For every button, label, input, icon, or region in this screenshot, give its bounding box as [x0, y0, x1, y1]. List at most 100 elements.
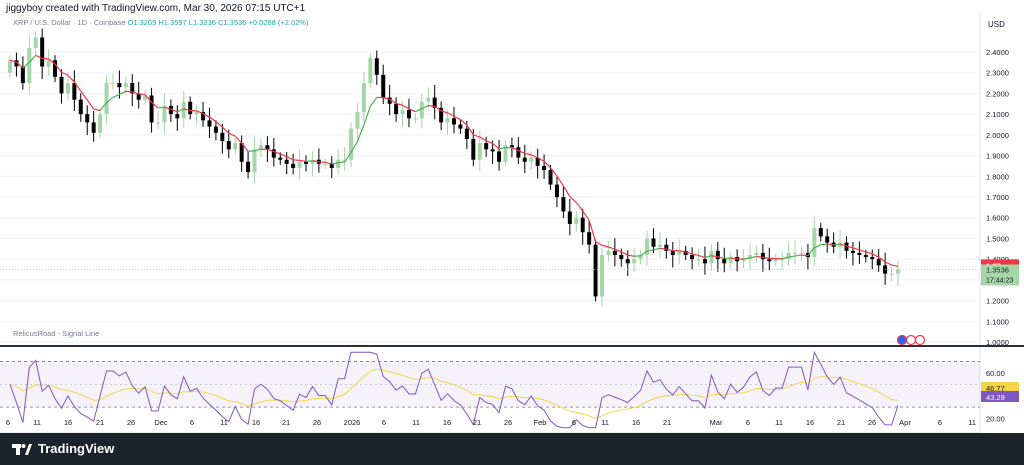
- candle-body: [188, 101, 193, 115]
- candle-body: [201, 112, 206, 121]
- time-tick-label: 11: [601, 418, 609, 427]
- candle-body: [213, 126, 218, 133]
- time-tick-label: 26: [313, 418, 321, 427]
- signal-line-segment: [248, 150, 255, 152]
- candle-body: [130, 83, 135, 94]
- bar-countdown: 17:44:23: [986, 278, 1013, 285]
- tradingview-brand[interactable]: TradingView: [12, 441, 114, 456]
- currency-label[interactable]: USD: [988, 20, 1005, 29]
- signal-line-segment: [762, 256, 770, 259]
- time-tick-label: 16: [64, 418, 72, 427]
- price-tick-label: 1.2000: [986, 297, 1009, 306]
- symbol-legend[interactable]: XRP / U.S. Dollar · 1D · Coinbase O1.326…: [13, 18, 308, 27]
- candle-body: [889, 273, 894, 275]
- candle-body: [580, 217, 585, 233]
- candle-body: [715, 250, 720, 260]
- signal-line-segment: [466, 124, 474, 136]
- signal-line-segment: [556, 175, 564, 187]
- time-axis: 6 11 16 21 26 Dec 6 11 16 21 26 2026 6 11 16 21 26 Feb 6 11…: [0, 418, 980, 434]
- tradingview-logo-icon: [12, 443, 32, 455]
- candle-body: [110, 83, 115, 85]
- signal-line-segment: [859, 249, 867, 253]
- signal-line-segment: [344, 152, 352, 163]
- candle-body: [696, 259, 701, 261]
- signal-line-segment: [73, 81, 82, 92]
- signal-line-segment: [543, 160, 551, 169]
- candle-body: [406, 110, 411, 119]
- pane-separator[interactable]: [0, 345, 1024, 347]
- candle-body: [59, 76, 64, 94]
- candle-body: [226, 141, 231, 150]
- signal-line-segment: [640, 250, 648, 257]
- candle-body: [413, 118, 418, 120]
- candle-body: [336, 159, 341, 168]
- candle-body: [14, 60, 19, 67]
- indicator-name[interactable]: RelicusRoad - Signal Line: [13, 329, 100, 338]
- candle-body: [323, 163, 328, 165]
- candle-body: [194, 112, 199, 115]
- signal-line-segment: [788, 255, 796, 258]
- signal-line-segment: [35, 54, 43, 60]
- signal-line-segment: [389, 98, 397, 104]
- signal-line-segment: [106, 96, 114, 104]
- signal-line-segment: [814, 244, 822, 249]
- candle-body: [368, 58, 373, 84]
- signal-line-segment: [228, 132, 236, 137]
- time-tick-label: 6: [190, 418, 194, 427]
- candle-body: [870, 257, 875, 260]
- price-tick-label: 1.9000: [986, 152, 1009, 161]
- candle-body: [304, 161, 308, 164]
- signal-line-segment: [350, 140, 359, 153]
- time-tick-label: 11: [412, 418, 420, 427]
- signal-line-segment: [363, 106, 371, 126]
- candle-body: [149, 95, 154, 123]
- time-tick-label: 16: [443, 418, 451, 427]
- candle-body: [252, 149, 257, 173]
- candle-body: [20, 66, 25, 84]
- signal-line-segment: [550, 167, 558, 177]
- signal-line-segment: [157, 106, 165, 109]
- candle-body: [812, 228, 817, 258]
- signal-line-segment: [749, 255, 757, 259]
- candle-body: [220, 132, 225, 142]
- candle-body: [53, 60, 58, 77]
- candle-body: [574, 217, 579, 224]
- price-tick-label: 1.0000: [986, 338, 1009, 347]
- candle-body: [876, 259, 881, 266]
- signal-line-segment: [286, 156, 294, 161]
- candle-body: [786, 252, 791, 260]
- time-tick-label: 6: [938, 418, 942, 427]
- signal-line-segment: [666, 248, 673, 252]
- candle-body: [844, 242, 849, 251]
- candle-body: [754, 252, 759, 255]
- candle-body: [40, 37, 45, 67]
- candle-body: [503, 145, 508, 162]
- candle-body: [46, 60, 51, 67]
- time-tick-label: 21: [473, 418, 481, 427]
- signal-line-segment: [498, 147, 506, 150]
- signal-line-segment: [846, 245, 854, 249]
- signal-line-segment: [415, 108, 423, 113]
- price-tick-label: 1.5000: [986, 234, 1009, 243]
- signal-line-segment: [782, 256, 789, 260]
- candle-body: [310, 159, 315, 164]
- time-tick-label: 6: [382, 418, 386, 427]
- signal-line-segment: [460, 119, 468, 126]
- signal-line-segment: [86, 99, 95, 110]
- candle-body: [471, 139, 476, 160]
- candle-body: [799, 252, 804, 254]
- signal-line-segment: [241, 142, 249, 152]
- signal-line-segment: [588, 220, 597, 242]
- time-tick-label: 11: [775, 418, 783, 427]
- signal-line-segment: [518, 149, 526, 155]
- candle-body: [246, 161, 251, 173]
- signal-line-segment: [383, 96, 390, 100]
- candle-body: [361, 83, 366, 113]
- signal-line-segment: [421, 105, 429, 110]
- chart-watermark-text: jiggyboy created with TradingView.com, M…: [6, 3, 306, 14]
- signal-line-segment: [234, 135, 243, 144]
- candle-body: [98, 114, 103, 133]
- candle-body: [297, 161, 302, 168]
